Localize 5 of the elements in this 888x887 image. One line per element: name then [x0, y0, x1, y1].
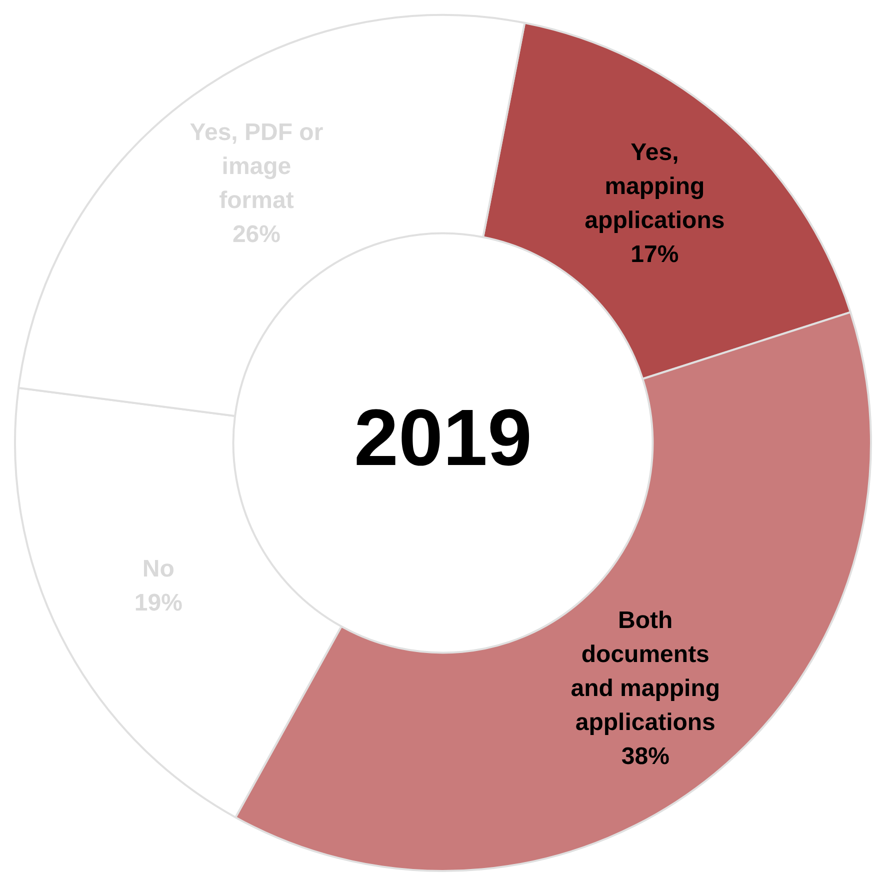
data-label: 17% — [630, 241, 679, 268]
slice-label: Both documents and mapping applications — [570, 607, 720, 736]
data-label: 38% — [621, 743, 670, 770]
slice-label: Yes, mapping applications — [584, 139, 725, 234]
text: 2019 — [354, 393, 532, 482]
